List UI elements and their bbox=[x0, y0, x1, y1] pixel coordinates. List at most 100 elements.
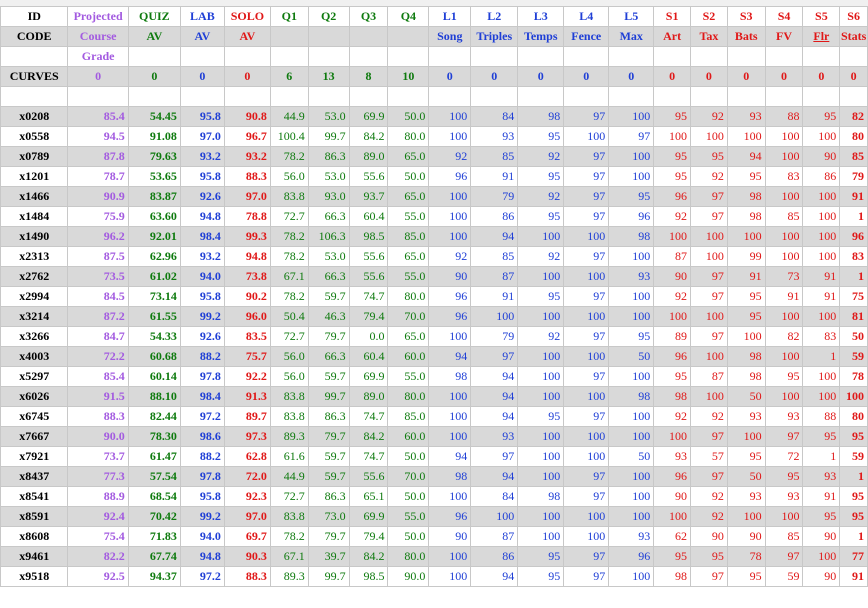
cell[interactable]: 73.5 bbox=[67, 266, 129, 287]
cell[interactable]: 0 bbox=[428, 66, 472, 87]
cell[interactable]: 100 bbox=[608, 406, 655, 427]
cell[interactable]: 54.33 bbox=[127, 326, 181, 347]
cell[interactable]: 100 bbox=[517, 386, 565, 407]
cell[interactable]: 100 bbox=[802, 206, 841, 227]
cell[interactable]: 100 bbox=[563, 226, 610, 247]
cell[interactable]: 95 bbox=[608, 326, 655, 347]
cell[interactable]: 59.7 bbox=[307, 466, 350, 487]
cell[interactable]: 100 bbox=[428, 326, 472, 347]
cell[interactable]: 100 bbox=[470, 506, 519, 527]
cell[interactable]: 69.9 bbox=[348, 366, 389, 387]
cell[interactable]: AV bbox=[179, 26, 225, 47]
cell[interactable]: 100 bbox=[802, 186, 841, 207]
cell[interactable]: 93.2 bbox=[179, 246, 225, 267]
cell[interactable]: 80 bbox=[839, 126, 868, 147]
cell[interactable]: 59.7 bbox=[307, 366, 350, 387]
cell[interactable]: 8 bbox=[348, 66, 389, 87]
cell[interactable]: 95 bbox=[517, 286, 565, 307]
cell[interactable]: x8437 bbox=[0, 466, 69, 487]
cell[interactable]: 97 bbox=[690, 566, 728, 587]
cell[interactable] bbox=[802, 86, 841, 107]
cell[interactable]: 87.2 bbox=[67, 306, 129, 327]
cell[interactable]: 62 bbox=[653, 526, 692, 547]
cell[interactable]: 53.0 bbox=[307, 246, 350, 267]
cell[interactable]: 100 bbox=[428, 486, 472, 507]
cell[interactable]: 97 bbox=[690, 466, 728, 487]
cell[interactable]: 44.9 bbox=[269, 466, 309, 487]
cell[interactable]: 100 bbox=[608, 506, 655, 527]
cell[interactable]: 82 bbox=[764, 326, 804, 347]
cell[interactable]: 97 bbox=[563, 546, 610, 567]
cell[interactable]: x5297 bbox=[0, 366, 69, 387]
cell[interactable]: 87 bbox=[690, 366, 728, 387]
cell[interactable]: 82.44 bbox=[127, 406, 181, 427]
cell[interactable]: 72.7 bbox=[269, 326, 309, 347]
cell[interactable]: 0 bbox=[690, 66, 728, 87]
cell[interactable]: 0 bbox=[517, 66, 565, 87]
cell[interactable]: 73.14 bbox=[127, 286, 181, 307]
cell[interactable]: 100 bbox=[726, 326, 766, 347]
cell[interactable]: 95.8 bbox=[179, 106, 225, 127]
cell[interactable]: 100 bbox=[802, 226, 841, 247]
cell[interactable]: 99.2 bbox=[179, 506, 225, 527]
cell[interactable]: 90 bbox=[802, 526, 841, 547]
cell[interactable]: 100 bbox=[802, 386, 841, 407]
cell[interactable] bbox=[223, 46, 271, 67]
cell[interactable]: 72.7 bbox=[269, 486, 309, 507]
cell[interactable]: 97 bbox=[608, 126, 655, 147]
cell[interactable]: 90.2 bbox=[223, 286, 271, 307]
cell[interactable] bbox=[563, 86, 610, 107]
cell[interactable]: 88.10 bbox=[127, 386, 181, 407]
cell[interactable]: 92 bbox=[690, 406, 728, 427]
cell[interactable]: Bats bbox=[726, 26, 766, 47]
cell[interactable]: 95 bbox=[764, 466, 804, 487]
cell[interactable]: 86.3 bbox=[307, 486, 350, 507]
cell[interactable]: 88.3 bbox=[223, 566, 271, 587]
cell[interactable]: Q2 bbox=[307, 6, 350, 27]
cell[interactable]: 100 bbox=[517, 226, 565, 247]
cell[interactable]: 93 bbox=[726, 486, 766, 507]
cell[interactable]: 53.0 bbox=[307, 166, 350, 187]
cell[interactable]: 89 bbox=[653, 326, 692, 347]
cell[interactable]: Course bbox=[67, 26, 129, 47]
cell[interactable]: 0 bbox=[127, 66, 181, 87]
cell[interactable] bbox=[348, 86, 389, 107]
cell[interactable]: 50.0 bbox=[387, 486, 430, 507]
cell[interactable]: 94 bbox=[470, 386, 519, 407]
cell[interactable]: 100 bbox=[690, 386, 728, 407]
cell[interactable]: 100 bbox=[517, 446, 565, 467]
cell[interactable]: 95 bbox=[653, 106, 692, 127]
cell[interactable]: 55.6 bbox=[348, 166, 389, 187]
cell[interactable]: 59 bbox=[839, 446, 868, 467]
cell[interactable]: x9461 bbox=[0, 546, 69, 567]
cell[interactable]: 55.0 bbox=[387, 366, 430, 387]
cell[interactable]: 60.14 bbox=[127, 366, 181, 387]
cell[interactable]: AV bbox=[127, 26, 181, 47]
cell[interactable]: 90.8 bbox=[223, 106, 271, 127]
cell[interactable]: x2313 bbox=[0, 246, 69, 267]
cell[interactable]: 74.7 bbox=[348, 286, 389, 307]
cell[interactable]: Max bbox=[608, 26, 655, 47]
cell[interactable]: 55.6 bbox=[348, 246, 389, 267]
cell[interactable]: 85 bbox=[764, 206, 804, 227]
cell[interactable]: 97.2 bbox=[179, 566, 225, 587]
cell[interactable]: 98 bbox=[608, 226, 655, 247]
cell[interactable]: 94 bbox=[470, 466, 519, 487]
cell[interactable]: 0 bbox=[563, 66, 610, 87]
cell[interactable]: 78.8 bbox=[223, 206, 271, 227]
cell[interactable]: 78.2 bbox=[269, 226, 309, 247]
cell[interactable]: 0 bbox=[764, 66, 804, 87]
cell[interactable]: 100 bbox=[653, 226, 692, 247]
cell[interactable]: 83 bbox=[802, 326, 841, 347]
cell[interactable]: 78.2 bbox=[269, 286, 309, 307]
cell[interactable]: 90.0 bbox=[387, 566, 430, 587]
cell[interactable]: 6 bbox=[269, 66, 309, 87]
cell[interactable]: 100 bbox=[764, 186, 804, 207]
cell[interactable]: 80.0 bbox=[387, 286, 430, 307]
cell[interactable]: 98 bbox=[653, 386, 692, 407]
cell[interactable]: 97 bbox=[690, 326, 728, 347]
cell[interactable]: 83 bbox=[839, 246, 868, 267]
cell[interactable]: 85.0 bbox=[387, 226, 430, 247]
cell[interactable]: 54.45 bbox=[127, 106, 181, 127]
cell[interactable]: 90 bbox=[653, 266, 692, 287]
